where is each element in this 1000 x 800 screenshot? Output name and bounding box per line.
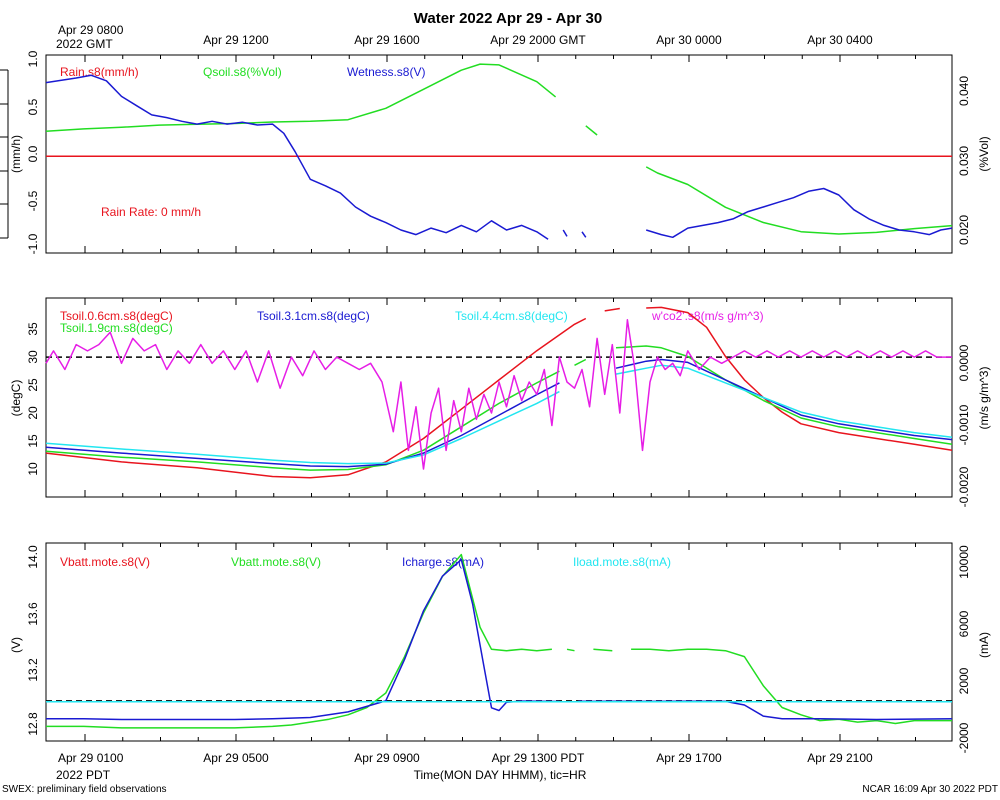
panel-rain-moisture: (mm/h) (%Vol) 1.0 0.5 0.0 -0.5 -1.0 0.04… (0, 50, 991, 254)
ylabel-right: (m/s g/m^3) (977, 367, 991, 430)
top-axis-tick: Apr 29 1600 (354, 33, 420, 47)
y-tick-label: 0.5 (26, 98, 40, 115)
top-axis-first-tick: Apr 29 0800 (58, 23, 124, 37)
legend-tsoil-0.6cm: Tsoil.0.6cm.s8(degC) (60, 309, 173, 323)
ylabel-left: (V) (9, 637, 23, 653)
plot-frame (45, 54, 953, 254)
series-line-vbatt-mote-s8-v (46, 553, 952, 729)
series-line-icharge-s8-ma (46, 558, 953, 721)
y-right-tick-label: 6000 (957, 610, 971, 637)
legend-rain: Rain.s8(mm/h) (60, 65, 139, 79)
footer-right: NCAR 16:09 Apr 30 2022 PDT (862, 784, 998, 795)
legend-iload: Iload.mote.s8(mA) (573, 555, 671, 569)
legend-vbatt-red: Vbatt.mote.s8(V) (60, 555, 150, 569)
y-tick-label: 30 (26, 350, 40, 364)
ylabel-left: (mm/h) (9, 135, 23, 173)
top-axis-tick: Apr 29 1200 (203, 33, 269, 47)
top-axis-tick: Apr 29 2000 GMT (490, 33, 586, 47)
series-line-tsoil-3-1cm-s8-degc (45, 358, 953, 468)
legend-qsoil: Qsoil.s8(%Vol) (203, 65, 282, 79)
y-right-tick-label: 2000 (957, 667, 971, 694)
plot-area (46, 543, 953, 741)
y-right-tick-label: -0.0020 (957, 466, 971, 507)
y-tick-label: 14.0 (26, 545, 40, 569)
bottom-axis-tick: Apr 29 0900 (354, 751, 420, 765)
plot-area (45, 55, 953, 253)
y-right-tick-label: 10000 (957, 545, 971, 579)
legend-wco2: w'co2'.s8(m/s g/m^3) (651, 309, 764, 323)
plot-area (45, 298, 953, 497)
chart-title: Water 2022 Apr 29 - Apr 30 (414, 10, 602, 27)
y-tick-label: 10 (26, 462, 40, 476)
y-tick-label: 0.0 (26, 145, 40, 162)
top-axis-tick: Apr 30 0000 (656, 33, 722, 47)
y-tick-label: 25 (26, 378, 40, 392)
y-right-tick-label: 0.040 (957, 76, 971, 106)
rain-rate-annotation: Rain Rate: 0 mm/h (101, 205, 201, 219)
panel-soil-temperature: (degC) (m/s g/m^3) 35 30 25 20 15 10 0.0… (9, 297, 991, 507)
plot-frame (45, 542, 953, 742)
y-tick-label: 35 (26, 322, 40, 336)
series-line-tsoil-4-4cm-s8-degc (45, 364, 953, 465)
y-right-tick-label: 0.020 (957, 215, 971, 245)
plot-frame (45, 297, 953, 498)
y-tick-label: -0.5 (26, 190, 40, 211)
bottom-axis-tick: Apr 29 1700 (656, 751, 722, 765)
legend-icharge: Icharge.s8(mA) (402, 555, 484, 569)
ylabel-left: (degC) (9, 380, 23, 417)
footer-left: SWEX: preliminary field observations (2, 784, 167, 795)
y-right-tick-label: 0.030 (957, 146, 971, 176)
legend-tsoil-4.4cm: Tsoil.4.4cm.s8(degC) (455, 309, 568, 323)
y-tick-label: 13.2 (26, 658, 40, 682)
ylabel-right: (%Vol) (977, 136, 991, 171)
bottom-axis-tick: Apr 29 0500 (203, 751, 269, 765)
y-right-tick-label: -0.0010 (957, 404, 971, 445)
series-line-w-co2-s8-m-s-g-m-3 (45, 319, 952, 470)
bottom-axis-tick: Apr 29 1300 PDT (492, 751, 585, 765)
top-axis-first-tick-line2: 2022 GMT (56, 37, 113, 51)
x-axis-label: Time(MON DAY HHMM), tic=HR (414, 768, 587, 782)
ylabel-right: (mA) (977, 632, 991, 658)
legend-tsoil-1.9cm: Tsoil.1.9cm.s8(degC) (60, 321, 173, 335)
bottom-axis-first-tick-line2: 2022 PDT (56, 768, 111, 782)
bottom-axis-tick: Apr 29 2100 (807, 751, 873, 765)
y-tick-label: 12.8 (26, 712, 40, 736)
legend-vbatt-green: Vbatt.mote.s8(V) (231, 555, 321, 569)
panel-battery: (V) (mA) 14.0 13.6 13.2 12.8 10000 6000 … (9, 542, 991, 753)
bottom-axis-first-tick: Apr 29 0100 (58, 751, 124, 765)
y-tick-label: 15 (26, 434, 40, 448)
series-line-tsoil-0-6cm-s8-degc (45, 306, 953, 479)
series-line-tsoil-1-9cm-s8-degc (45, 345, 953, 471)
series-line-wetness-s8-v (45, 74, 953, 240)
y-tick-label: 20 (26, 406, 40, 420)
y-tick-label: 1.0 (26, 50, 40, 67)
legend-wetness: Wetness.s8(V) (347, 65, 425, 79)
y-right-tick-label: 0.0000 (957, 344, 971, 381)
top-axis-tick: Apr 30 0400 (807, 33, 873, 47)
series-line-qsoil-s8-vol (45, 63, 953, 235)
y-tick-label: 13.6 (26, 602, 40, 626)
legend-tsoil-3.1cm: Tsoil.3.1cm.s8(degC) (257, 309, 370, 323)
y-right-tick-label: -2000 (957, 722, 971, 753)
y-tick-label: -1.0 (26, 233, 40, 254)
